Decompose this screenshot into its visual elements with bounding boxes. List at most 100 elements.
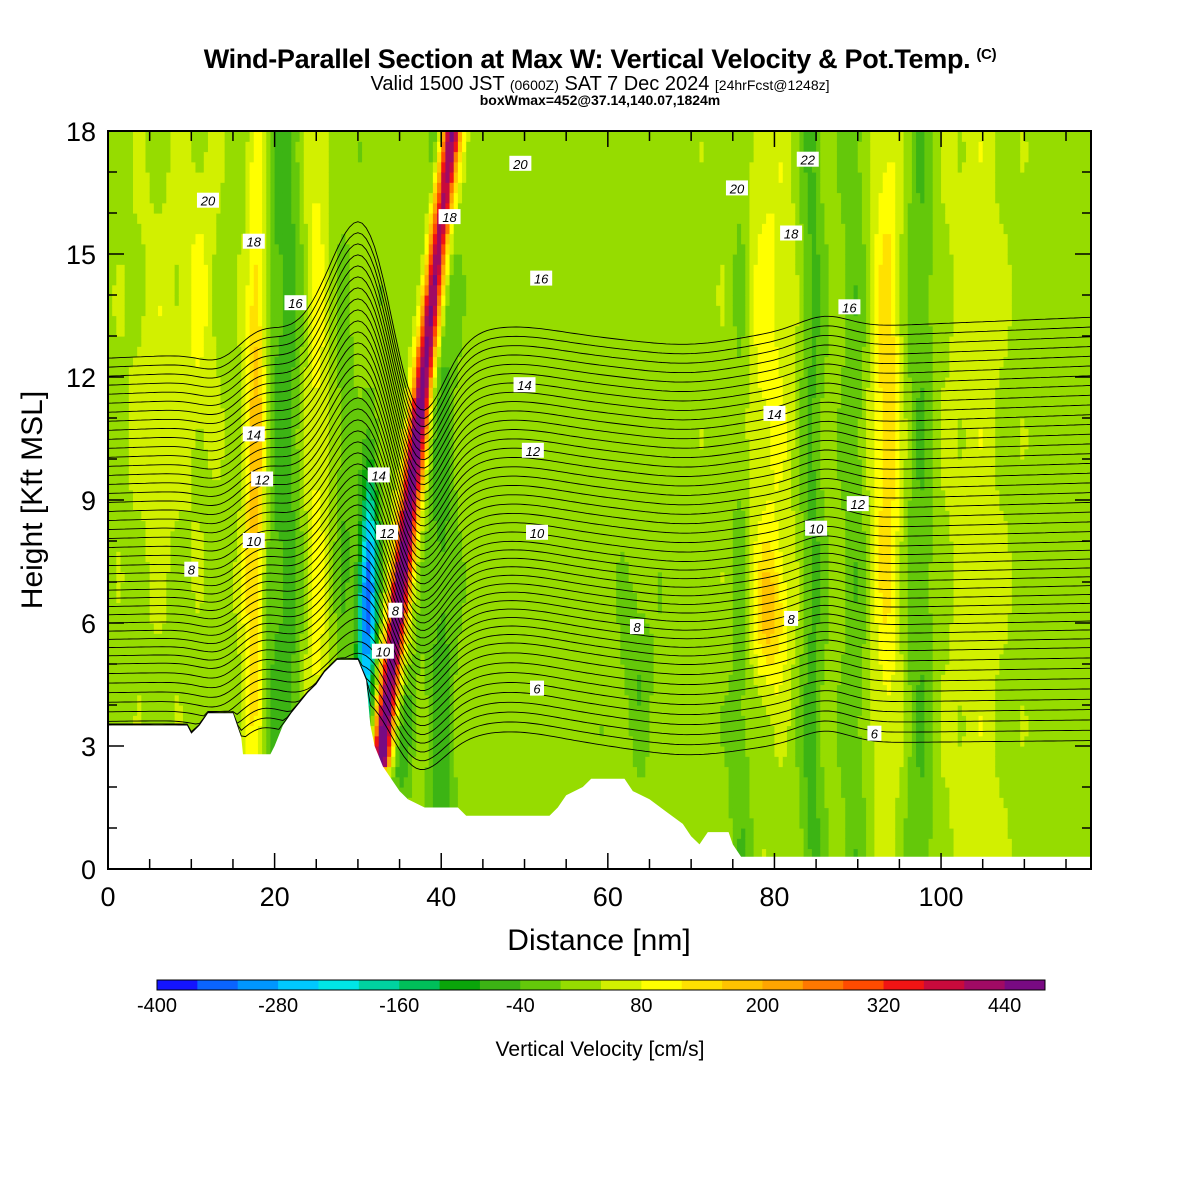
- w-cell: [278, 489, 284, 501]
- w-cell: [378, 500, 384, 511]
- w-cell: [282, 172, 288, 183]
- w-cell: [145, 264, 151, 276]
- w-cell: [191, 387, 197, 399]
- w-cell: [220, 459, 226, 470]
- w-cell: [166, 602, 172, 614]
- w-cell: [220, 633, 226, 645]
- w-cell: [291, 161, 297, 173]
- w-cell: [274, 172, 280, 183]
- w-cell: [374, 705, 380, 716]
- w-cell: [128, 213, 134, 224]
- w-cell: [241, 192, 247, 204]
- w-cell: [282, 438, 288, 450]
- w-cell: [216, 418, 222, 429]
- w-cell: [187, 530, 192, 542]
- w-cell: [141, 418, 147, 429]
- w-cell: [191, 336, 197, 347]
- w-cell: [174, 551, 180, 563]
- w-cell: [166, 274, 172, 286]
- w-cell: [357, 469, 363, 481]
- w-cell: [120, 161, 126, 173]
- w-cell: [187, 469, 192, 481]
- w-cell: [153, 582, 159, 593]
- w-cell: [216, 202, 222, 214]
- w-cell: [337, 305, 342, 317]
- w-cell: [257, 274, 263, 286]
- w-cell: [328, 151, 334, 163]
- w-cell: [382, 407, 388, 419]
- w-cell: [237, 274, 242, 286]
- w-cell: [203, 356, 209, 368]
- w-cell: [112, 325, 117, 337]
- w-cell: [195, 151, 201, 163]
- w-cell: [382, 274, 388, 286]
- w-cell: [212, 202, 217, 214]
- w-cell: [166, 161, 172, 173]
- w-cell: [374, 623, 380, 634]
- w-cell: [262, 202, 267, 214]
- w-cell: [232, 213, 238, 224]
- w-cell: [199, 223, 205, 235]
- w-cell: [132, 520, 138, 532]
- w-cell: [120, 664, 126, 675]
- w-cell: [295, 653, 301, 665]
- w-cell: [237, 325, 242, 337]
- w-cell: [324, 161, 330, 173]
- w-cell: [370, 459, 376, 470]
- w-cell: [366, 571, 372, 583]
- w-cell: [378, 418, 384, 429]
- w-cell: [124, 541, 130, 552]
- w-cell: [374, 192, 380, 204]
- w-cell: [312, 274, 317, 286]
- w-cell: [182, 131, 188, 142]
- w-cell: [282, 469, 288, 481]
- w-cell: [241, 602, 247, 614]
- w-cell: [124, 172, 130, 183]
- w-cell: [262, 213, 267, 224]
- w-cell: [128, 428, 134, 440]
- w-cell: [149, 366, 155, 378]
- w-cell: [370, 725, 376, 737]
- w-cell: [195, 233, 201, 245]
- w-cell: [266, 530, 272, 542]
- w-cell: [328, 315, 334, 327]
- w-cell: [270, 735, 276, 747]
- w-cell: [253, 592, 259, 604]
- w-cell: [324, 428, 330, 440]
- w-cell: [124, 715, 130, 727]
- w-cell: [316, 489, 322, 501]
- w-cell: [274, 387, 280, 399]
- w-cell: [137, 602, 142, 614]
- w-cell: [212, 366, 217, 378]
- w-cell: [316, 459, 322, 470]
- w-cell: [370, 633, 376, 645]
- w-cell: [303, 336, 309, 347]
- w-cell: [237, 151, 242, 163]
- w-cell: [366, 633, 372, 645]
- w-cell: [378, 653, 384, 665]
- w-cell: [128, 192, 134, 204]
- w-cell: [266, 582, 272, 593]
- w-cell: [203, 346, 209, 358]
- valid-utc: (0600Z): [509, 77, 559, 93]
- w-cell: [170, 397, 176, 409]
- w-cell: [320, 131, 326, 142]
- w-cell: [120, 182, 126, 194]
- w-cell: [178, 202, 184, 214]
- w-cell: [328, 223, 334, 235]
- w-cell: [207, 141, 213, 153]
- w-cell: [362, 479, 367, 491]
- w-cell: [278, 571, 284, 583]
- w-cell: [128, 674, 134, 686]
- w-cell: [391, 305, 397, 317]
- w-cell: [199, 377, 205, 388]
- w-cell: [278, 192, 284, 204]
- w-cell: [116, 633, 122, 645]
- w-cell: [249, 151, 255, 163]
- w-cell: [108, 254, 113, 265]
- w-cell: [274, 141, 280, 153]
- w-cell: [220, 325, 226, 337]
- w-cell: [303, 520, 309, 532]
- w-cell: [207, 459, 213, 470]
- w-cell: [149, 448, 155, 460]
